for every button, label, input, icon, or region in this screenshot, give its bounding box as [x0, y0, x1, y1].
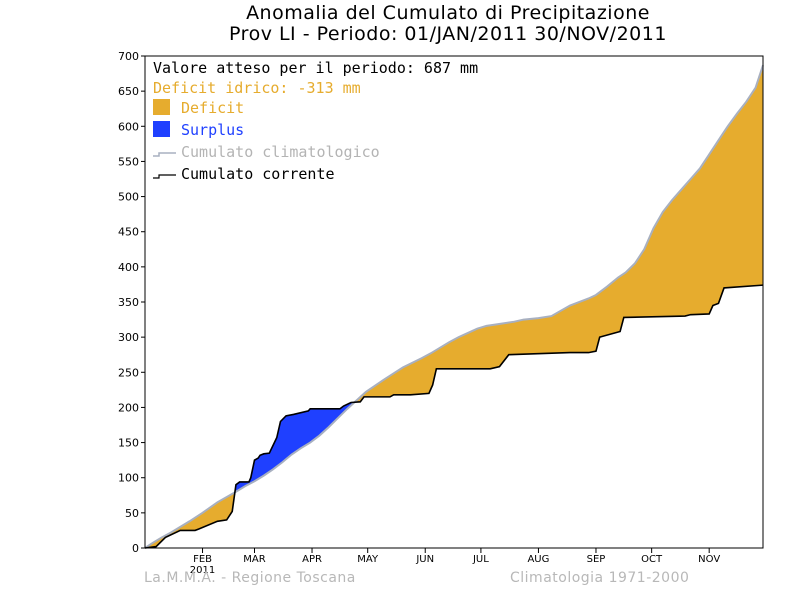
x-tick-label: MAY: [357, 554, 379, 565]
x-tick-label: JUL: [472, 554, 489, 565]
legend-expected-value: Valore atteso per il periodo: 687 mm: [153, 59, 478, 77]
y-tick-label: 300: [118, 331, 139, 344]
x-year-label: 2011: [190, 565, 215, 576]
legend-label: Surplus: [181, 121, 244, 139]
x-tick-label: SEP: [587, 554, 606, 565]
legend-line-current: [153, 174, 176, 179]
y-tick-label: 200: [118, 401, 139, 414]
legend-label: Cumulato corrente: [181, 165, 335, 183]
deficit-area: [145, 66, 764, 548]
y-tick-label: 250: [118, 366, 139, 379]
footer-climatology: Climatologia 1971-2000: [510, 570, 690, 586]
x-tick-label: AUG: [527, 554, 549, 565]
legend-label: Deficit: [181, 99, 244, 117]
y-tick-label: 400: [118, 261, 139, 274]
footer-credit: La.M.M.A. - Regione Toscana: [144, 570, 356, 586]
climatological-line: [144, 64, 764, 549]
y-tick-label: 350: [118, 296, 139, 309]
y-tick-label: 0: [132, 542, 139, 555]
y-tick-label: 450: [118, 226, 139, 239]
chart-title: Anomalia del Cumulato di Precipitazione: [246, 2, 650, 24]
y-tick-label: 600: [118, 120, 139, 133]
legend-deficit-value: Deficit idrico: -313 mm: [153, 79, 361, 97]
x-tick-label: MAR: [243, 554, 265, 565]
x-tick-label: FEB: [193, 554, 212, 565]
y-tick-label: 100: [118, 472, 139, 485]
x-tick-label: NOV: [698, 554, 720, 565]
legend-swatch-surplus: [153, 121, 170, 137]
current-line: [144, 284, 764, 549]
legend-swatch-deficit: [153, 99, 170, 115]
x-tick-label: JUN: [415, 554, 434, 565]
y-tick-label: 50: [125, 507, 139, 520]
y-tick-label: 550: [118, 155, 139, 168]
chart-subtitle: Prov LI - Periodo: 01/JAN/2011 30/NOV/20…: [229, 23, 667, 45]
y-tick-label: 500: [118, 191, 139, 204]
x-tick-label: OCT: [641, 554, 663, 565]
y-tick-label: 650: [118, 85, 139, 98]
surplus-area: [235, 402, 356, 493]
y-tick-label: 700: [118, 50, 139, 63]
legend-label: Cumulato climatologico: [181, 143, 380, 161]
legend-line-climatological: [153, 152, 176, 157]
y-tick-label: 150: [118, 437, 139, 450]
x-tick-label: APR: [302, 554, 322, 565]
